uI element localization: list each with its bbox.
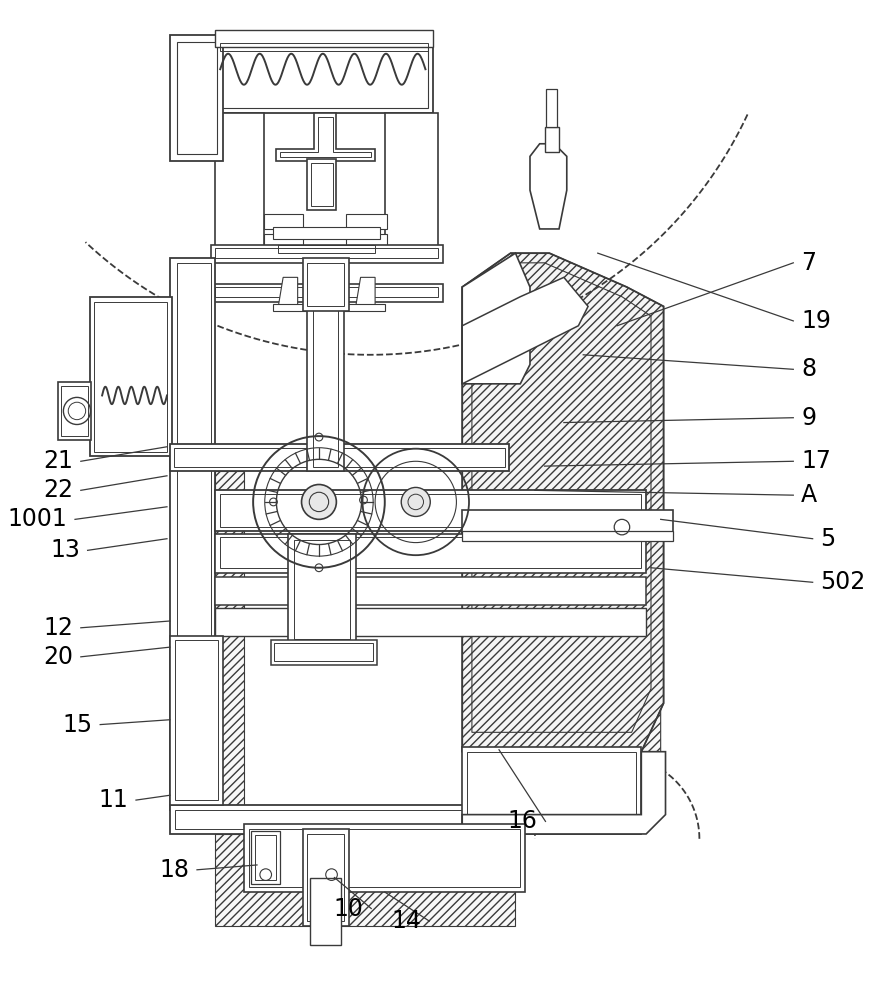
Polygon shape (170, 258, 215, 810)
Bar (311, 163, 333, 206)
Bar (58, 382, 91, 440)
Text: 1001: 1001 (8, 507, 67, 531)
Bar (210, 284, 443, 302)
Bar (463, 531, 674, 541)
Text: 10: 10 (334, 897, 364, 921)
Bar (210, 245, 443, 263)
Bar (250, 829, 520, 887)
Bar (264, 234, 302, 248)
Bar (220, 537, 641, 568)
Bar (271, 640, 377, 665)
Bar (307, 159, 336, 210)
Text: 9: 9 (801, 406, 816, 430)
Bar (293, 540, 350, 639)
Polygon shape (463, 752, 666, 834)
Bar (215, 30, 434, 47)
Polygon shape (215, 834, 515, 926)
Circle shape (401, 487, 430, 516)
Bar (244, 824, 525, 892)
Polygon shape (215, 471, 515, 834)
Polygon shape (463, 253, 530, 384)
Text: 8: 8 (801, 357, 816, 381)
Polygon shape (356, 277, 375, 306)
Circle shape (301, 485, 336, 519)
Bar (173, 448, 505, 467)
Text: 18: 18 (159, 858, 189, 882)
Bar (274, 643, 373, 661)
Bar (215, 35, 434, 113)
Polygon shape (276, 113, 375, 161)
Text: 5: 5 (821, 527, 836, 551)
Text: 13: 13 (50, 538, 80, 562)
Bar (346, 234, 386, 248)
Text: 11: 11 (98, 788, 128, 812)
Bar (215, 248, 438, 258)
Bar (220, 494, 641, 527)
Bar (310, 878, 342, 945)
Bar (170, 35, 223, 161)
Text: 16: 16 (508, 809, 538, 833)
Text: 22: 22 (43, 478, 73, 502)
Bar (177, 42, 217, 154)
Bar (215, 490, 646, 531)
Bar (264, 214, 302, 229)
Text: 21: 21 (43, 449, 73, 473)
Bar (215, 113, 264, 258)
Bar (174, 640, 218, 800)
Text: 17: 17 (801, 449, 831, 473)
Text: 14: 14 (392, 909, 421, 933)
Bar (288, 534, 356, 645)
Bar (61, 386, 88, 436)
Bar (545, 127, 559, 152)
Polygon shape (463, 747, 641, 834)
Polygon shape (463, 403, 661, 834)
Text: 12: 12 (43, 616, 73, 640)
Bar (220, 40, 428, 108)
Text: 7: 7 (801, 251, 816, 275)
Bar (547, 89, 557, 127)
Bar (170, 805, 513, 834)
Bar (215, 534, 646, 573)
Bar (302, 829, 349, 926)
Polygon shape (279, 277, 298, 306)
Polygon shape (463, 253, 664, 752)
Polygon shape (530, 144, 567, 229)
Text: 20: 20 (43, 645, 73, 669)
Bar (463, 510, 674, 533)
Bar (215, 608, 646, 636)
Text: A: A (801, 483, 817, 507)
Polygon shape (273, 304, 385, 311)
Bar (302, 258, 349, 311)
Bar (89, 297, 172, 456)
Bar (385, 113, 438, 258)
Text: 502: 502 (821, 570, 865, 594)
Bar (95, 302, 167, 452)
Text: 19: 19 (801, 309, 831, 333)
Bar (255, 835, 276, 880)
Bar (170, 636, 223, 805)
Bar (313, 303, 338, 467)
Bar (170, 444, 509, 471)
Bar (220, 43, 428, 51)
Bar (307, 297, 344, 471)
Bar (273, 227, 380, 239)
Bar (346, 214, 386, 229)
Bar (307, 834, 344, 921)
Bar (279, 245, 375, 253)
Bar (307, 263, 344, 306)
Polygon shape (463, 277, 588, 384)
Bar (251, 831, 280, 884)
Bar (215, 287, 438, 297)
Bar (174, 810, 509, 829)
Bar (215, 577, 646, 605)
Text: 15: 15 (62, 713, 93, 737)
